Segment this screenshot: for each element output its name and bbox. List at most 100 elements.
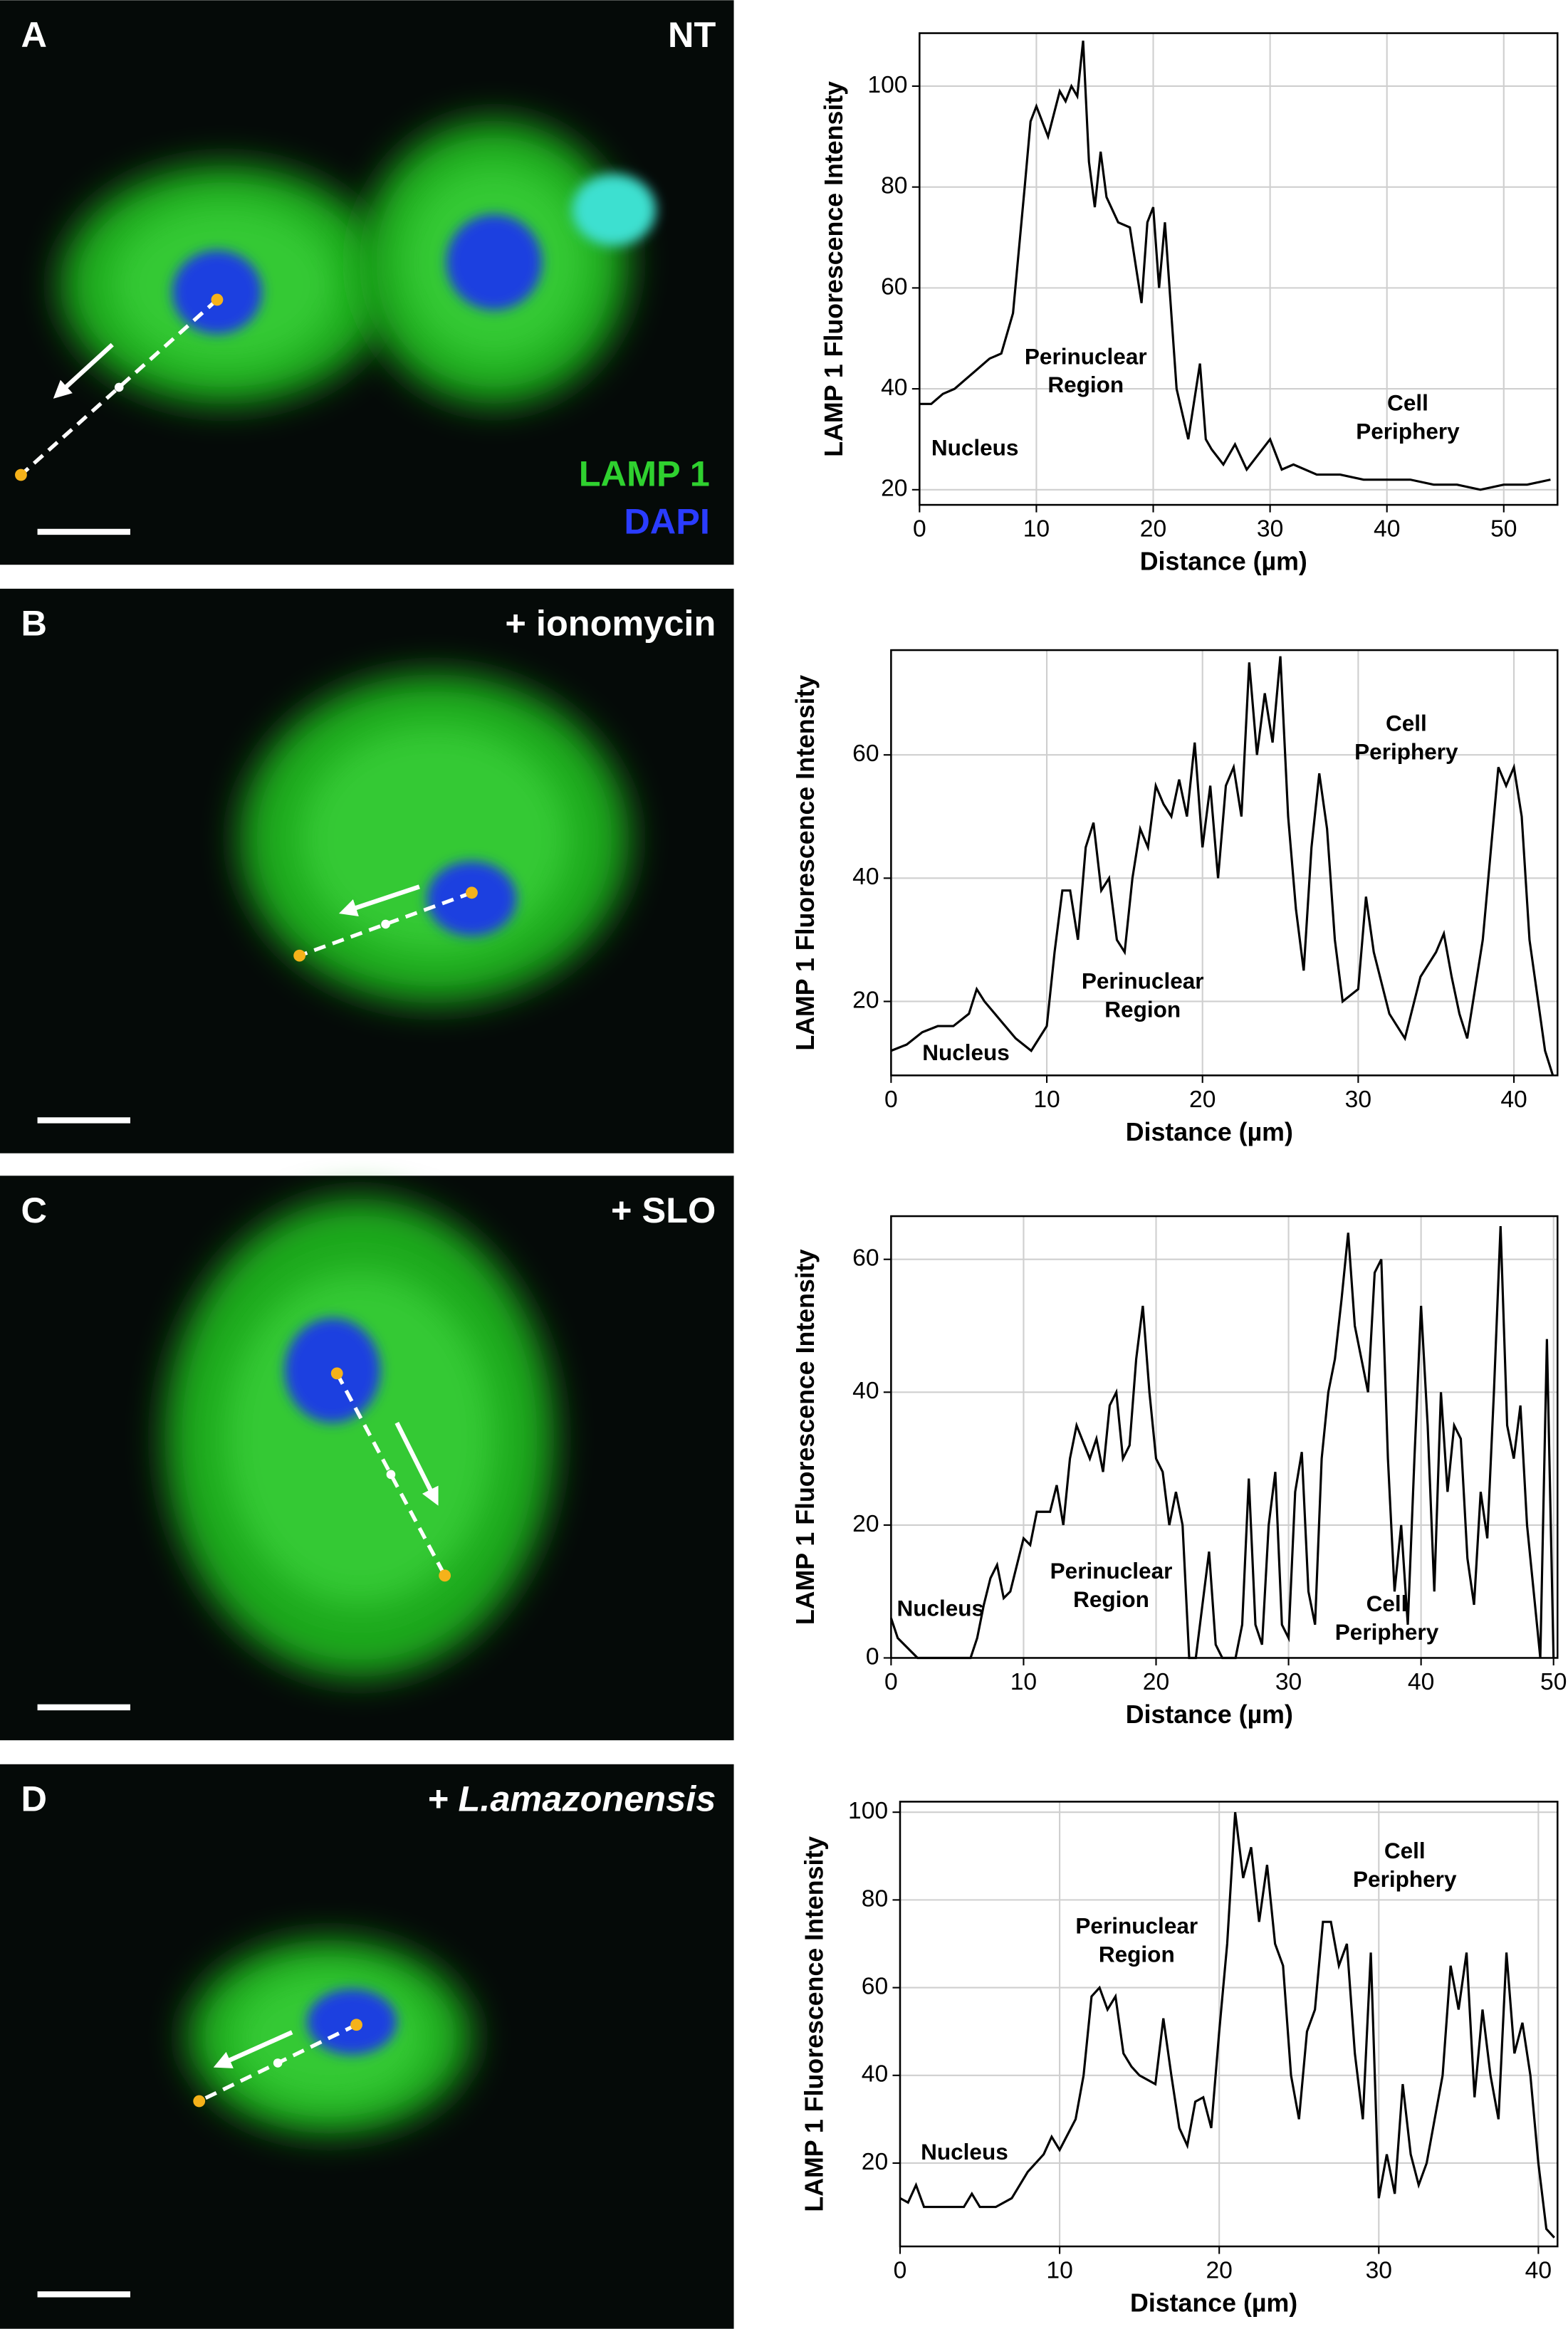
annotation: Perinuclear: [1025, 343, 1147, 369]
x-tick-label: 10: [1010, 1669, 1037, 1695]
annotation: Region: [1073, 1586, 1149, 1612]
panel-letter: A: [21, 14, 46, 55]
condition-label: + ionomycin: [505, 603, 716, 644]
x-tick-label: 0: [884, 1087, 898, 1113]
cyan-spot: [572, 174, 657, 246]
x-tick-label: 20: [1206, 2258, 1232, 2284]
x-axis-label: Distance (µm): [1130, 2288, 1297, 2317]
annotation: Nucleus: [922, 1040, 1010, 1065]
profile-end: [15, 469, 27, 481]
y-tick-label: 40: [881, 375, 907, 401]
x-axis-label: Distance (µm): [1140, 548, 1307, 576]
condition-label: + L.amazonensis: [427, 1779, 716, 1819]
x-tick-label: 20: [1189, 1087, 1216, 1113]
annotation: Nucleus: [921, 2139, 1008, 2165]
y-axis-label: LAMP 1 Fluorescence Intensity: [791, 1249, 820, 1625]
line-chart: 0 10 20 30 40 20 40 60 Distance (µm) LAMP 1 Fluor…: [791, 649, 1559, 1146]
stain-label: DAPI: [624, 501, 710, 542]
direction-arrow: [53, 342, 114, 399]
profile-curve: [899, 1811, 1555, 2239]
lamp1-core: [298, 723, 571, 955]
x-tick-label: 30: [1345, 1087, 1371, 1113]
y-tick-label: 40: [862, 2061, 888, 2088]
annotation: Nucleus: [897, 1596, 984, 1621]
y-axis-label: LAMP 1 Fluorescence Intensity: [791, 675, 820, 1051]
condition-label: + SLO: [611, 1190, 716, 1230]
y-tick-label: 80: [862, 1885, 888, 1912]
y-tick-label: 60: [862, 1973, 888, 1999]
profile-start: [330, 1367, 343, 1380]
profile-midpoint: [273, 2058, 283, 2068]
y-tick-label: 20: [852, 1511, 879, 1537]
annotation: Perinuclear: [1082, 968, 1204, 993]
y-tick-label: 60: [852, 1245, 879, 1272]
annotation: Perinuclear: [1050, 1558, 1173, 1584]
y-tick-label: 20: [862, 2149, 888, 2175]
stain-label: LAMP 1: [579, 453, 710, 493]
nucleus: [172, 250, 263, 335]
y-axis-label: LAMP 1 Fluorescence Intensity: [800, 1836, 829, 2212]
annotation: Nucleus: [931, 435, 1019, 461]
micrograph: B + ionomycin: [0, 588, 734, 1153]
panel-letter: C: [21, 1190, 46, 1230]
micrograph: C + SLO: [0, 1176, 734, 1741]
line-chart: 0 10 20 30 40 20 40 60 80 100 Distance (µm) LAMP 1 …: [800, 1798, 1559, 2317]
x-tick-label: 40: [1525, 2258, 1552, 2284]
annotation: Cell: [1387, 389, 1428, 415]
x-axis-label: Distance (µm): [1126, 1700, 1293, 1729]
profile-midpoint: [114, 382, 124, 392]
x-tick-label: 50: [1540, 1669, 1567, 1695]
y-tick-label: 100: [848, 1798, 888, 1824]
annotation: Periphery: [1335, 1619, 1439, 1645]
nucleus: [446, 214, 543, 310]
annotation: Periphery: [1354, 739, 1458, 765]
direction-arrow: [213, 2030, 293, 2068]
plot-frame: [890, 1215, 1559, 1659]
x-tick-label: 40: [1374, 516, 1400, 543]
plot-frame: [899, 1801, 1559, 2248]
profile-end: [439, 1569, 451, 1582]
line-chart: 0 10 20 30 40 50 0 20 40 60 Distance (µm) LAMP 1 Fl…: [791, 1215, 1567, 1729]
x-tick-label: 20: [1140, 516, 1166, 543]
direction-arrow: [338, 884, 420, 916]
lamp1-core: [223, 1270, 496, 1606]
profile-end: [293, 949, 306, 962]
profile-midpoint: [381, 919, 390, 929]
y-tick-label: 20: [852, 987, 879, 1013]
x-tick-label: 10: [1023, 516, 1050, 543]
x-tick-label: 40: [1500, 1087, 1527, 1113]
profile-midpoint: [386, 1470, 396, 1480]
y-tick-label: 100: [867, 72, 907, 98]
line-chart: 0 10 20 30 40 50 20 40 60 80 100 Distance (µm) LAMP …: [820, 32, 1559, 576]
x-tick-label: 20: [1143, 1669, 1169, 1695]
x-tick-label: 10: [1033, 1087, 1060, 1113]
y-tick-label: 20: [881, 476, 907, 502]
x-tick-label: 0: [913, 516, 926, 543]
profile-start: [466, 886, 478, 899]
x-axis-label: Distance (µm): [1126, 1118, 1293, 1146]
profile-line: [298, 891, 473, 958]
x-tick-label: 40: [1408, 1669, 1434, 1695]
y-tick-label: 40: [852, 1378, 879, 1404]
profile-end: [193, 2095, 206, 2108]
annotation: Region: [1099, 1941, 1175, 1967]
y-tick-label: 0: [866, 1643, 879, 1670]
annotation: Periphery: [1353, 1866, 1457, 1892]
micrograph: A NT LAMP 1 DAPI: [0, 0, 734, 565]
x-tick-label: 10: [1046, 2258, 1072, 2284]
annotation: Region: [1047, 372, 1124, 397]
annotation: Perinuclear: [1075, 1912, 1198, 1938]
x-tick-label: 50: [1490, 516, 1517, 543]
y-tick-label: 60: [881, 273, 907, 300]
micrograph: D + L.amazonensis: [0, 1764, 734, 2329]
annotation: Cell: [1384, 1838, 1426, 1863]
x-tick-label: 30: [1257, 516, 1283, 543]
profile-line: [19, 298, 219, 476]
y-tick-label: 40: [852, 864, 879, 890]
y-tick-label: 60: [852, 740, 879, 767]
annotation: Cell: [1366, 1591, 1408, 1616]
profile-start: [350, 2019, 362, 2031]
condition-label: NT: [668, 14, 716, 55]
panel-letter: D: [21, 1779, 46, 1819]
